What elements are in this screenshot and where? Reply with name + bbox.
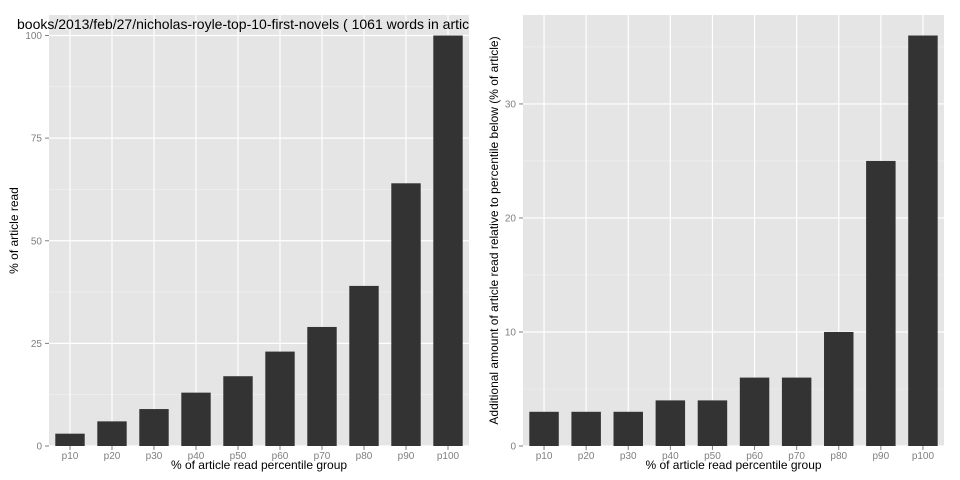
bar-p40 (181, 392, 211, 446)
bar-p80 (349, 285, 379, 446)
bar-p10 (529, 411, 559, 446)
x-tick-label: p50 (230, 451, 247, 462)
x-tick-label: p10 (62, 451, 79, 462)
x-tick-label: p30 (620, 451, 637, 462)
y-tick-label: 0 (36, 442, 42, 453)
x-tick-label: p60 (272, 451, 289, 462)
y-tick-label: 0 (510, 442, 516, 453)
x-tick-label: p10 (536, 451, 553, 462)
x-tick-label: p60 (746, 451, 763, 462)
bar-p10 (55, 433, 85, 446)
y-axis-title: Additional amount of article read relati… (487, 36, 501, 424)
bar-p80 (824, 331, 854, 446)
bar-p100 (908, 35, 938, 447)
bar-p100 (433, 35, 463, 447)
x-tick-label: p70 (788, 451, 805, 462)
bar-p90 (391, 183, 421, 447)
x-axis-title: % of article read percentile group (645, 458, 821, 472)
x-tick-label: p40 (188, 451, 205, 462)
y-tick-label: 10 (505, 327, 517, 338)
y-tick-label: 50 (31, 236, 43, 247)
bar-p50 (223, 376, 253, 446)
right-chart: 0 10 20 30 p10 p20 p30 p40 p50 p60 p70 p80 p90 p100 % … (487, 15, 944, 472)
bar-p30 (613, 411, 643, 446)
x-tick-label: p90 (398, 451, 415, 462)
bar-p60 (739, 377, 770, 446)
chart-title: books/2013/feb/27/nicholas-royle-top-10-… (17, 16, 469, 32)
y-tick-label: 30 (505, 99, 517, 110)
bar-p50 (697, 400, 728, 446)
bar-p30 (139, 409, 169, 446)
y-axis-title: % of article read (7, 187, 21, 274)
y-tick-label: 100 (25, 31, 42, 42)
x-tick-label: p50 (704, 451, 721, 462)
x-tick-label: p80 (830, 451, 847, 462)
left-chart: 0 25 50 75 100 p10 p20 p30 p40 p50 p60 p70 p80 p90 p10… (7, 15, 469, 472)
x-tick-label: p30 (146, 451, 163, 462)
x-tick-label: p80 (356, 451, 373, 462)
y-tick-label: 75 (31, 134, 43, 145)
x-tick-label: p20 (104, 451, 121, 462)
x-tick-label: p20 (578, 451, 595, 462)
bar-p40 (655, 400, 686, 446)
x-axis-title: % of article read percentile group (171, 458, 347, 472)
x-tick-label: p100 (912, 451, 935, 462)
bar-p20 (97, 421, 127, 446)
bar-p90 (866, 160, 896, 446)
bar-p70 (307, 326, 337, 446)
x-tick-label: p100 (437, 451, 460, 462)
bar-p60 (265, 351, 295, 446)
x-tick-label: p40 (662, 451, 679, 462)
bar-p20 (571, 411, 601, 446)
x-tick-label: p70 (314, 451, 331, 462)
y-tick-label: 25 (31, 339, 43, 350)
x-tick-label: p90 (873, 451, 890, 462)
bar-p70 (781, 377, 812, 446)
y-tick-label: 20 (505, 213, 517, 224)
